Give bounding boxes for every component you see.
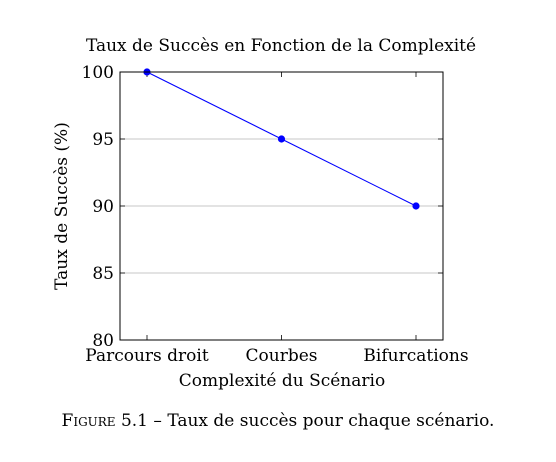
- chart-title: Taux de Succès en Fonction de la Complex…: [86, 36, 476, 56]
- grid-lines: [120, 71, 443, 341]
- data-point: [412, 202, 420, 210]
- x-tick-label: Bifurcations: [363, 346, 468, 366]
- y-tick-label: 80: [92, 331, 114, 351]
- y-tick-label: 100: [82, 63, 114, 83]
- y-tick-label: 90: [92, 197, 114, 217]
- x-tick-label: Parcours droit: [85, 346, 209, 366]
- y-tick-label: 95: [92, 130, 114, 150]
- figure-caption: Figure 5.1 – Taux de succès pour chaque …: [0, 411, 556, 431]
- caption-text: Taux de succès pour chaque scénario.: [167, 411, 495, 431]
- x-axis-label: Complexité du Scénario: [179, 371, 385, 391]
- x-tick-labels: Parcours droit Courbes Bifurcations: [85, 346, 468, 366]
- data-point: [277, 135, 286, 143]
- y-axis-label: Taux de Succès (%): [52, 122, 72, 290]
- y-tick-label: 85: [92, 264, 114, 284]
- line-chart: Taux de Succès en Fonction de la Complex…: [52, 36, 476, 391]
- x-tick-label: Courbes: [246, 346, 318, 366]
- caption-separator: –: [153, 411, 162, 431]
- series-layer: [143, 68, 420, 210]
- figure-label: Figure 5.1: [61, 411, 149, 431]
- y-tick-labels: 80 85 90 95 100: [82, 63, 114, 351]
- plot-frame: [119, 71, 444, 341]
